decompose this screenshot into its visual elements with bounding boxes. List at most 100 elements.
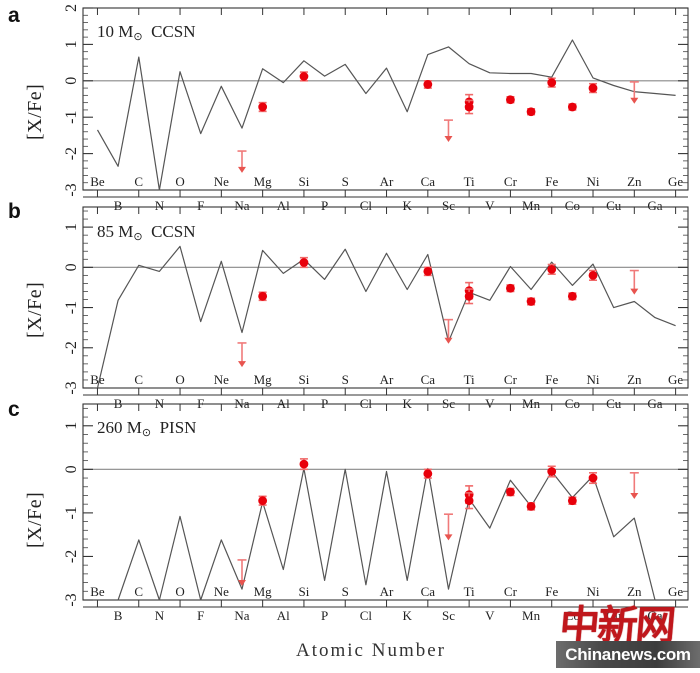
- y-tick-label-b: -3: [63, 381, 80, 394]
- data-point-c: [258, 496, 268, 506]
- model-yield-line-c: [97, 467, 676, 601]
- data-point-b: [547, 264, 557, 274]
- y-axis-label-b: [X/Fe]: [24, 281, 46, 338]
- y-tick-label-b: 1: [63, 223, 80, 231]
- element-label-top-b: Ni: [587, 372, 600, 387]
- plot-frame-a: [82, 7, 689, 191]
- element-label-top-c: Cr: [504, 584, 518, 599]
- element-label-top-c: Be: [90, 584, 105, 599]
- data-point-c: [547, 467, 557, 476]
- y-axis-label-a: [X/Fe]: [24, 83, 46, 140]
- data-point-c: [423, 469, 433, 479]
- data-point-b: [299, 258, 309, 267]
- panel-title-a: 10 M⊙ CCSN: [97, 22, 196, 43]
- element-label-top-b: Ge: [668, 372, 683, 387]
- upper-limit-arrow-c: [444, 534, 453, 541]
- model-yield-line-b: [96, 245, 676, 389]
- panel-c-title-tail: PISN: [159, 418, 197, 437]
- panel-b-title-sub: ⊙: [133, 231, 143, 243]
- upper-limit-arrow-b: [237, 361, 246, 368]
- element-label-bottom-a: Sc: [442, 198, 455, 213]
- data-point-b: [464, 291, 474, 301]
- element-label-top-b: S: [342, 372, 349, 387]
- element-label-bottom-a: F: [197, 198, 204, 213]
- element-label-top-b: O: [175, 372, 184, 387]
- panel-letter-c: c: [8, 398, 20, 421]
- element-label-top-c: C: [134, 584, 143, 599]
- y-tick-label-b: -1: [63, 301, 80, 314]
- y-tick-label-a: -3: [63, 183, 80, 196]
- watermark: 中新网 Chinanews.com: [556, 593, 700, 668]
- data-point-c: [567, 496, 577, 506]
- data-point-a: [464, 102, 474, 112]
- data-point-a: [526, 107, 536, 117]
- element-label-top-b: Mg: [254, 372, 273, 387]
- element-label-bottom-a: Na: [234, 198, 249, 213]
- element-label-top-a: Ti: [464, 174, 475, 189]
- y-tick-label-c: -3: [63, 593, 80, 606]
- data-point-a: [588, 83, 598, 93]
- upper-limit-arrow-b: [630, 288, 639, 295]
- element-label-top-c: Ca: [421, 584, 436, 599]
- watermark-bar: Chinanews.com: [556, 641, 700, 668]
- element-label-bottom-c: F: [197, 608, 204, 623]
- element-label-bottom-a: Cl: [360, 198, 373, 213]
- data-point-b: [526, 297, 536, 306]
- element-label-top-b: Cr: [504, 372, 518, 387]
- element-label-top-b: Si: [299, 372, 310, 387]
- element-label-top-a: Ge: [668, 174, 683, 189]
- element-label-top-b: Ne: [214, 372, 229, 387]
- element-label-top-c: Ne: [214, 584, 229, 599]
- data-point-c: [464, 496, 474, 506]
- upper-limit-arrow-c: [237, 580, 246, 587]
- element-label-top-c: O: [175, 584, 184, 599]
- data-point-a: [547, 78, 557, 88]
- element-label-top-a: Ar: [380, 174, 394, 189]
- element-label-top-a: Cr: [504, 174, 518, 189]
- data-point-b: [588, 270, 598, 280]
- element-label-top-a: Be: [90, 174, 105, 189]
- watermark-site: Chinanews.com: [565, 645, 691, 664]
- element-label-bottom-c: Cl: [360, 608, 373, 623]
- element-label-top-a: Ca: [421, 174, 436, 189]
- element-label-top-b: Ti: [464, 372, 475, 387]
- element-label-top-b: Ca: [421, 372, 436, 387]
- element-label-bottom-a: B: [114, 198, 123, 213]
- element-label-top-c: Si: [299, 584, 310, 599]
- y-tick-label-a: 0: [63, 77, 80, 85]
- data-point-b: [423, 266, 433, 276]
- y-tick-label-c: 0: [63, 465, 80, 473]
- element-label-top-c: Mg: [254, 584, 273, 599]
- element-label-top-a: S: [342, 174, 349, 189]
- y-tick-label-a: -2: [63, 147, 80, 160]
- panel-a-title-main: 10 M: [97, 22, 134, 41]
- x-axis-label: Atomic Number: [296, 640, 447, 661]
- element-label-top-c: Ti: [464, 584, 475, 599]
- panel-c-title-main: 260 M: [97, 418, 142, 437]
- element-label-top-c: Ge: [668, 584, 683, 599]
- panel-letter-b: b: [8, 200, 21, 223]
- y-tick-label-a: 2: [63, 4, 80, 12]
- element-label-top-a: Zn: [627, 174, 642, 189]
- element-label-bottom-c: Ga: [647, 608, 662, 623]
- panel-c-title-sub: ⊙: [141, 427, 152, 439]
- element-label-bottom-a: Cu: [606, 198, 622, 213]
- element-label-top-c: S: [342, 584, 349, 599]
- element-label-top-a: Mg: [254, 174, 273, 189]
- data-point-c: [526, 501, 536, 511]
- y-tick-label-a: 1: [63, 40, 80, 48]
- element-label-top-c: Ni: [587, 584, 600, 599]
- data-point-c: [506, 487, 515, 497]
- y-tick-label-c: 1: [63, 422, 80, 430]
- y-tick-label-a: -1: [63, 111, 80, 124]
- element-label-bottom-c: Co: [565, 608, 580, 623]
- y-tick-label-c: -1: [63, 506, 80, 519]
- model-yield-line-a: [96, 39, 676, 191]
- element-label-top-a: Ni: [587, 174, 600, 189]
- element-label-bottom-c: P: [321, 608, 328, 623]
- data-point-a: [567, 102, 577, 112]
- element-label-top-b: C: [134, 372, 143, 387]
- element-label-top-a: Ne: [214, 174, 229, 189]
- element-label-bottom-c: V: [485, 608, 495, 623]
- panel-a-title-tail: CCSN: [151, 22, 196, 41]
